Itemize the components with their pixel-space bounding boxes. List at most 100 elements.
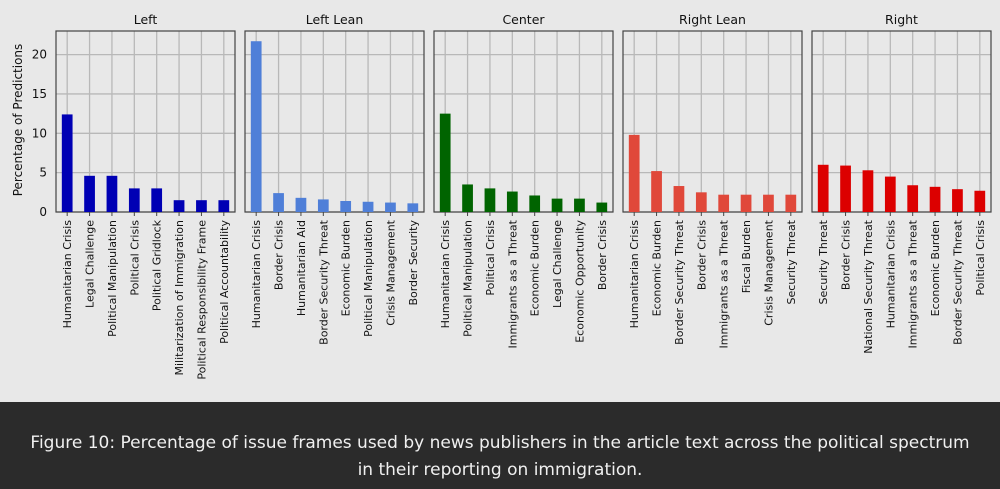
y-tick-label: 0 xyxy=(39,205,47,219)
bar xyxy=(785,194,797,212)
bar xyxy=(817,164,829,212)
x-tick-label: Crisis Management xyxy=(384,219,397,325)
x-tick-label: Militarization of Immigration xyxy=(173,220,186,376)
x-tick-label: Humanitarian Crisis xyxy=(61,220,74,329)
bar xyxy=(740,194,752,212)
x-tick-label: Immigrants as a Threat xyxy=(907,219,920,348)
facet-right: Right Security Threat Border Crisis Nationa… xyxy=(811,12,992,354)
bar xyxy=(763,194,774,212)
bar xyxy=(484,188,496,212)
bar xyxy=(596,202,608,212)
x-tick-label: National Security Threat xyxy=(862,219,875,353)
x-tick-label: Legal Challenge xyxy=(551,220,564,308)
x-tick-label: Economic Burden xyxy=(651,220,664,316)
facet-title: Left Lean xyxy=(306,12,364,27)
bar xyxy=(218,200,230,212)
x-tick-label: Humanitarian Aid xyxy=(295,220,308,316)
bar xyxy=(273,193,284,212)
x-tick-label: Economic Opportunity xyxy=(573,220,586,343)
x-tick-label: Border Security Threat xyxy=(673,219,686,345)
facet-plot-area xyxy=(245,31,424,212)
x-tick-label: Border Security Threat xyxy=(951,219,964,345)
x-tick-label: Fiscal Burden xyxy=(740,220,753,293)
bar xyxy=(574,198,585,212)
bar xyxy=(340,200,352,212)
bar xyxy=(385,202,396,212)
facet-right-lean: Right Lean Humanitarian Crisis Economic Bu… xyxy=(622,12,803,349)
x-tick-label: Political Manipulation xyxy=(106,220,119,337)
bar xyxy=(317,199,329,212)
bar xyxy=(840,165,851,212)
bar xyxy=(506,191,518,212)
bar xyxy=(173,200,185,212)
bar xyxy=(84,175,95,212)
caption-bar: Figure 10: Percentage of issue frames us… xyxy=(0,402,1000,489)
x-tick-label: Political Accountability xyxy=(218,220,231,344)
facet-plot-area xyxy=(56,31,235,212)
facet-frame xyxy=(811,30,992,213)
facet-left-lean: Left Lean Humanitarian Crisis Border Crisi… xyxy=(244,12,425,345)
x-tick-label: Political Manipulation xyxy=(362,220,375,337)
x-tick-label: Border Crisis xyxy=(840,220,853,290)
x-tick-label: Political Responsibility Frame xyxy=(195,220,208,380)
facet-title: Center xyxy=(502,12,545,27)
bar xyxy=(362,201,374,212)
y-tick-label: 10 xyxy=(32,126,47,140)
figure-caption: Figure 10: Percentage of issue frames us… xyxy=(30,433,970,480)
bar xyxy=(462,184,473,212)
x-tick-label: Political Crisis xyxy=(974,220,987,296)
facet-title: Left xyxy=(134,12,158,27)
facet-center: Center Humanitarian Crisis Political Manip… xyxy=(433,12,614,349)
x-tick-label: Legal Challenge xyxy=(84,220,97,308)
x-tick-label: Economic Burden xyxy=(340,220,353,316)
bar xyxy=(295,197,307,212)
bar xyxy=(952,189,963,212)
bar xyxy=(106,175,118,212)
x-tick-label: Humanitarian Crisis xyxy=(439,220,452,329)
x-tick-label: Political Crisis xyxy=(484,220,497,296)
facet-plot-area xyxy=(812,31,991,212)
x-tick-label: Political Gridlock xyxy=(151,219,164,311)
x-tick-label: Humanitarian Crisis xyxy=(884,220,897,329)
x-tick-label: Humanitarian Crisis xyxy=(628,220,641,329)
x-tick-label: Economic Burden xyxy=(529,220,542,316)
bar xyxy=(884,176,896,212)
bar xyxy=(718,194,730,212)
faceted-bar-chart: 0 5 10 15 20 Left Humanitarian Crisis Legal Cha… xyxy=(11,12,992,380)
bar xyxy=(929,186,941,212)
bar xyxy=(151,188,163,212)
bar xyxy=(407,203,419,212)
x-tick-label: Economic Burden xyxy=(929,220,942,316)
x-tick-label: Border Crisis xyxy=(273,220,286,290)
facet-frame xyxy=(433,30,614,213)
bar xyxy=(695,192,707,212)
y-axis-label: Percentage of Predictions xyxy=(11,44,25,197)
x-tick-label: Political Crisis xyxy=(128,220,141,296)
bar xyxy=(250,41,262,212)
bar xyxy=(529,195,541,212)
facet-title: Right xyxy=(885,12,918,27)
bar xyxy=(974,190,986,212)
facet-frame xyxy=(244,30,425,213)
bar xyxy=(651,171,662,212)
x-tick-label: Border Crisis xyxy=(596,220,609,290)
bar xyxy=(61,114,73,212)
x-tick-label: Security Threat xyxy=(817,219,830,304)
bar xyxy=(907,185,919,212)
facet-plot-area xyxy=(434,31,613,212)
facet-left: Left Humanitarian Crisis Legal Challenge Po… xyxy=(55,12,236,380)
x-tick-label: Border Security Threat xyxy=(317,219,330,345)
y-tick-label: 5 xyxy=(39,166,47,180)
bar xyxy=(862,170,874,212)
x-tick-label: Border Security xyxy=(407,220,420,306)
facet-frame xyxy=(55,30,236,213)
bar xyxy=(439,113,451,212)
facet-title: Right Lean xyxy=(679,12,746,27)
x-tick-label: Political Manipulation xyxy=(462,220,475,337)
x-tick-label: Humanitarian Crisis xyxy=(250,220,263,329)
bar xyxy=(551,198,563,212)
bar xyxy=(128,188,140,212)
y-tick-label: 20 xyxy=(32,48,47,62)
x-tick-label: Border Crisis xyxy=(695,220,708,290)
facet-frame xyxy=(622,30,803,213)
